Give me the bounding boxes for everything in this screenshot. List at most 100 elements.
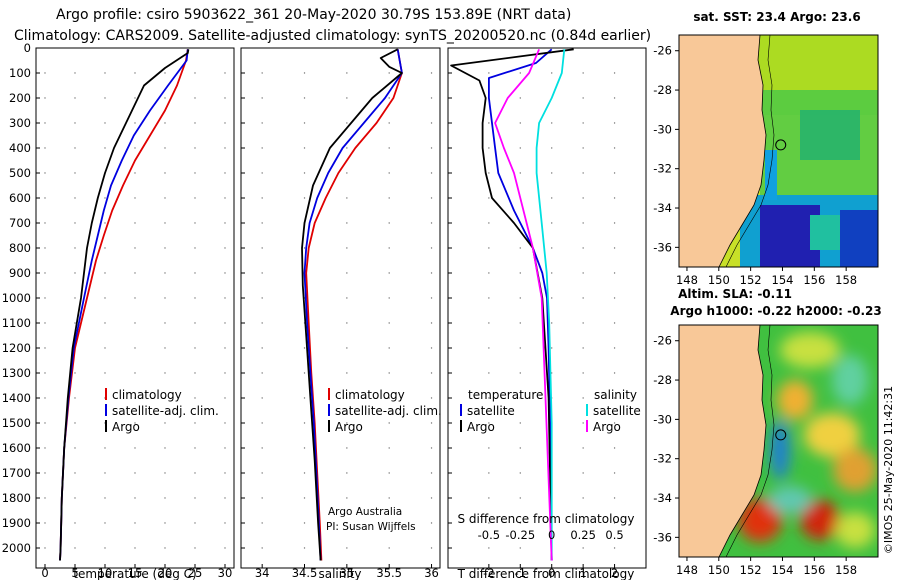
grid-dot [134,147,136,149]
grid-dot [261,247,263,249]
temperature-plot-area [35,47,235,569]
grid-dot [261,522,263,524]
lat-tick-label: -26 [653,44,672,58]
grid-dot [613,247,616,249]
grid-dot [164,97,166,99]
grid-dot [224,322,226,324]
grid-dot [194,397,196,399]
land-mass [679,325,766,557]
depth-tick-label: 300 [9,116,31,130]
grid-dot [346,347,348,349]
grid-dot [224,247,226,249]
grid-dot [519,497,521,499]
legend-t-argo-label: Argo [467,420,495,434]
grid-dot [164,372,166,374]
grid-dot [303,522,306,524]
x-tick-label: -1 [515,566,526,580]
grid-dot [519,97,521,99]
grid-dot [430,247,433,249]
grid-dot [613,222,616,224]
legend-satellite-label: satellite-adj. clim. [112,404,219,418]
grid-dot [388,522,390,524]
legend-argo-label: Argo [335,420,363,434]
grid-dot [346,472,348,474]
grid-dot [194,172,196,174]
grid-dot [44,372,46,374]
grid-dot [104,522,106,524]
x-tick-label: 0 [41,566,48,580]
grid-dot [261,347,263,349]
grid-dot [519,272,521,274]
grid-dot [74,147,76,149]
grid-dot [519,322,521,324]
grid-dot [582,547,584,549]
salinity-difference-x-ticks: -0.5 -0.25 0 0.25 0.5 [478,528,624,542]
grid-dot [74,372,76,374]
grid-dot [388,422,390,424]
grid-dot [261,222,263,224]
depth-tick-label: 1300 [2,366,31,380]
grid-dot [44,172,46,174]
grid-dot [582,397,584,399]
grid-dot [613,497,616,499]
grid-dot [74,222,76,224]
grid-dot [44,447,46,449]
grid-dot [261,172,263,174]
grid-dot [104,97,106,99]
grid-dot [613,372,616,374]
salinity-x-ticks: 34 34.5 35 35.5 36 [255,564,439,580]
grid-dot [488,72,490,74]
series-line-argo [59,49,190,561]
grid-dot [582,447,584,449]
legend-satellite-label: satellite-adj. clim. [335,404,442,418]
grid-dot [551,272,553,274]
grid-dot [430,97,433,99]
grid-dot [388,347,390,349]
grid-dot [582,122,584,124]
grid-dot [582,347,584,349]
grid-dot [519,122,521,124]
grid-dot [488,272,490,274]
grid-dot [104,472,106,474]
x-tick-label: 5 [71,566,78,580]
grid-dot [261,422,263,424]
grid-dot [551,147,553,149]
grid-dot [74,272,76,274]
grid-dot [346,247,348,249]
grid-dot [261,322,263,324]
grid-dot [261,547,263,549]
salinity-grid [261,72,433,549]
grid-dot [74,247,76,249]
series-line-argo [301,48,403,561]
grid-dot [44,97,46,99]
grid-dot [388,372,390,374]
grid-dot [551,222,553,224]
grid-dot [488,547,490,549]
grid-dot [194,497,196,499]
grid-dot [74,122,76,124]
x-tick-label: 1 [579,566,586,580]
sst-map [678,34,879,268]
grid-dot [346,222,348,224]
grid-dot [44,272,46,274]
grid-dot [74,322,76,324]
grid-dot [303,422,306,424]
grid-dot [388,222,390,224]
grid-dot [519,247,521,249]
lat-tick-label: -32 [653,162,672,176]
grid-dot [104,122,106,124]
sst-map-axes: -26 -28 -30 -32 -34 -36 148 150 152 154 156 158 [653,44,857,287]
sla-map-title-line1: Altim. SLA: -0.11 [678,287,792,301]
grid-dot [488,497,490,499]
grid-dot [582,97,584,99]
grid-dot [164,422,166,424]
grid-dot [224,97,226,99]
grid-dot [164,147,166,149]
grid-dot [488,472,490,474]
grid-dot [488,372,490,374]
grid-dot [346,397,348,399]
series-line-satellite-adj-clim- [303,49,403,561]
grid-dot [519,547,521,549]
depth-tick-label: 1100 [2,316,31,330]
grid-dot [551,197,553,199]
